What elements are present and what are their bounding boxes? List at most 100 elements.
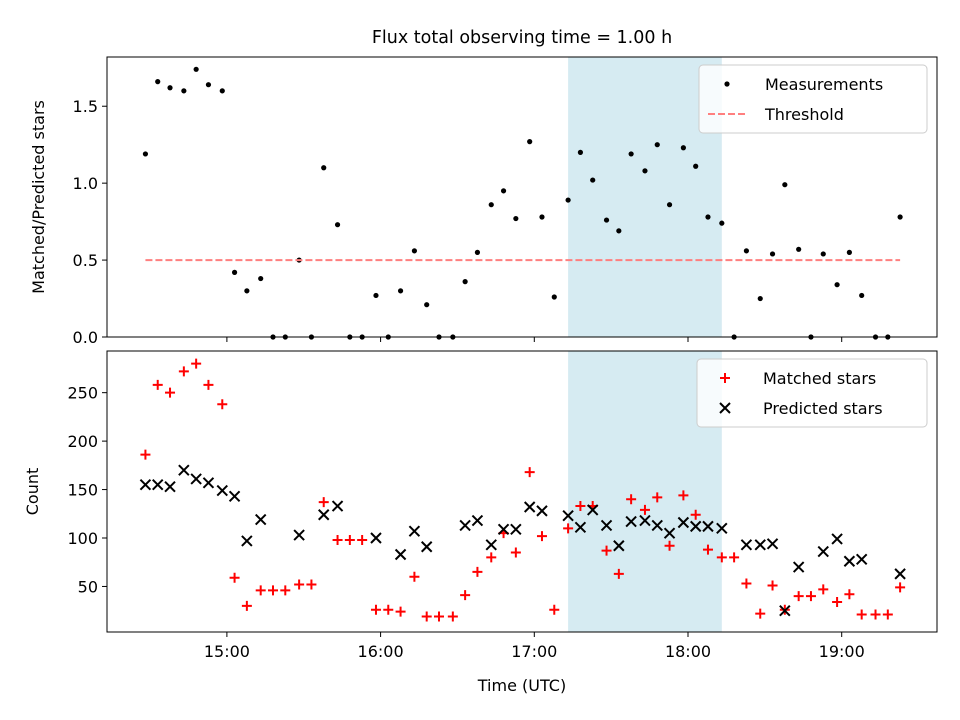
- panel-counts-legend: Matched stars Predicted stars: [696, 358, 928, 428]
- legend-label: Measurements: [765, 75, 883, 94]
- measurement-point: [488, 202, 494, 208]
- y-tick-label: 100: [67, 529, 98, 548]
- matched-star-point: [203, 379, 214, 390]
- panel-ratio: 0.0 0.5 1.0 1.5 Matched/Predicted stars Mea…: [29, 56, 938, 347]
- measurement-point: [219, 88, 225, 94]
- x-tick-label: 16:00: [358, 642, 404, 661]
- measurement-point: [474, 249, 481, 255]
- measurement-point: [820, 251, 826, 257]
- predicted-star-point: [754, 539, 766, 551]
- measurement-point: [513, 215, 519, 222]
- predicted-star-point: [254, 513, 267, 526]
- matched-star-point: [690, 509, 701, 520]
- predicted-star-point: [202, 477, 215, 489]
- matched-star-point: [729, 552, 740, 563]
- measurement-point: [539, 214, 545, 220]
- predicted-star-point: [625, 515, 637, 528]
- measurement-point: [796, 246, 802, 252]
- predicted-star-point: [459, 519, 471, 532]
- measurement-point: [897, 214, 903, 220]
- panel-counts-xlabel: Time (UTC): [477, 676, 566, 695]
- measurement-point: [782, 182, 788, 188]
- matched-star-point: [268, 585, 278, 596]
- measurement-point: [834, 282, 840, 288]
- panel-counts: 50 100 150 200 250 15:00 16:00 17:00 18:00 19:00…: [23, 350, 938, 695]
- panel-counts-xaxis: 15:00 16:00 17:00 18:00 19:00: [204, 632, 865, 661]
- matched-star-point: [832, 596, 843, 607]
- predicted-star-point: [536, 505, 548, 517]
- predicted-star-point: [190, 473, 202, 485]
- predicted-star-point: [792, 561, 805, 573]
- matched-star-point: [856, 609, 867, 620]
- matched-star-point: [217, 399, 228, 410]
- y-tick-label: 150: [67, 481, 98, 500]
- measurement-point: [373, 292, 379, 299]
- predicted-star-point: [562, 510, 574, 522]
- legend-handle: [720, 373, 730, 383]
- matched-star-point: [601, 545, 612, 556]
- x-tick-label: 18:00: [665, 642, 711, 661]
- matched-star-point: [165, 387, 176, 398]
- predicted-star-point: [408, 525, 421, 537]
- predicted-star-point: [600, 519, 613, 532]
- measurement-point: [551, 294, 557, 300]
- measurement-point: [321, 165, 327, 171]
- measurement-point: [527, 139, 533, 145]
- measurement-point: [565, 197, 571, 203]
- matched-star-point: [178, 366, 189, 377]
- matched-star-point: [140, 449, 151, 460]
- predicted-star-point: [523, 501, 536, 513]
- measurement-point: [424, 302, 430, 308]
- measurement-point: [628, 151, 634, 157]
- predicted-star-point: [702, 520, 714, 533]
- matched-star-point: [294, 579, 305, 590]
- measurement-point: [397, 288, 404, 294]
- measurement-point: [205, 82, 212, 88]
- matched-star-point: [241, 600, 252, 611]
- predicted-star-point: [485, 539, 497, 551]
- matched-star-point: [152, 379, 163, 390]
- measurement-point: [769, 251, 776, 257]
- panel-ratio-legend: Measurements Threshold: [698, 64, 928, 134]
- legend-box: [698, 64, 928, 134]
- matched-star-point: [332, 534, 343, 545]
- measurement-point: [244, 288, 250, 294]
- predicted-star-point: [241, 535, 253, 547]
- predicted-star-point: [843, 555, 856, 567]
- y-tick-label: 1.0: [73, 174, 98, 193]
- matched-star-point: [409, 571, 420, 582]
- measurement-point: [231, 269, 238, 275]
- measurement-point: [590, 177, 596, 183]
- predicted-star-point: [164, 480, 176, 493]
- measurement-point: [603, 217, 610, 223]
- predicted-star-point: [178, 464, 190, 476]
- measurement-point: [258, 275, 264, 282]
- matched-star-point: [191, 358, 202, 369]
- panel-ratio-frame: [106, 56, 938, 338]
- matched-star-point: [575, 501, 586, 512]
- measurement-point: [680, 145, 686, 151]
- legend-label: Threshold: [764, 105, 844, 124]
- measurement-point: [577, 149, 584, 155]
- legend-handle: [724, 81, 730, 87]
- matched-star-point: [755, 608, 766, 619]
- predicted-star-point: [152, 479, 164, 491]
- y-tick-label: 50: [78, 577, 98, 596]
- predicted-star-point: [677, 516, 690, 529]
- measurement-point: [757, 295, 763, 302]
- matched-star-point: [472, 566, 483, 577]
- matched-star-point: [306, 579, 317, 590]
- measurement-point: [500, 188, 507, 194]
- matched-star-point: [280, 585, 291, 596]
- matched-star-point: [818, 584, 829, 595]
- predicted-star-point: [817, 545, 829, 558]
- predicted-star-point: [831, 533, 843, 545]
- matched-star-point: [702, 544, 713, 555]
- matched-star-point: [563, 523, 574, 534]
- predicted-star-point: [689, 520, 702, 533]
- matched-star-point: [639, 504, 650, 515]
- predicted-star-point: [216, 484, 228, 497]
- matched-star-point: [613, 568, 624, 579]
- measurement-point: [642, 168, 648, 174]
